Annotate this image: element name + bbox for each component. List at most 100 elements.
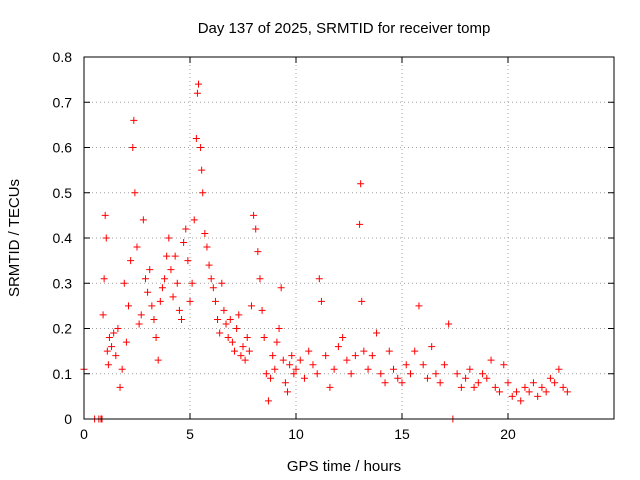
- data-point: [305, 347, 313, 355]
- data-point: [415, 302, 423, 310]
- data-point: [364, 365, 372, 373]
- y-tick-label: 0.2: [53, 321, 73, 337]
- data-point: [419, 361, 427, 369]
- data-point: [193, 89, 201, 97]
- data-point: [173, 279, 181, 287]
- data-point: [250, 211, 258, 219]
- x-tick-label: 20: [500, 426, 516, 442]
- data-point: [309, 361, 317, 369]
- data-point: [445, 320, 453, 328]
- data-point: [190, 216, 198, 224]
- data-point: [453, 370, 461, 378]
- y-tick-label: 0.8: [53, 49, 73, 65]
- data-point: [300, 374, 308, 382]
- data-point: [188, 279, 196, 287]
- data-point: [169, 293, 177, 301]
- data-point: [247, 302, 255, 310]
- data-point: [112, 352, 120, 360]
- data-point: [100, 275, 108, 283]
- data-point: [108, 343, 116, 351]
- data-point: [322, 352, 330, 360]
- plot-frame: [83, 56, 615, 420]
- data-point: [199, 189, 207, 197]
- data-point: [390, 365, 398, 373]
- data-point: [262, 370, 270, 378]
- data-point: [220, 306, 228, 314]
- data-point: [178, 315, 186, 323]
- data-point: [205, 261, 213, 269]
- data-point: [428, 343, 436, 351]
- data-point: [279, 356, 287, 364]
- data-point: [129, 144, 137, 151]
- data-point: [256, 275, 264, 283]
- data-point: [125, 302, 133, 310]
- data-point: [326, 383, 334, 391]
- data-point: [252, 225, 260, 233]
- data-point: [474, 379, 482, 387]
- y-axis-title: SRMTID / TECUs: [6, 179, 23, 297]
- data-point: [99, 311, 107, 319]
- data-point: [521, 383, 529, 391]
- data-point: [269, 352, 277, 360]
- data-point: [152, 334, 160, 342]
- data-point: [118, 365, 126, 373]
- data-point: [198, 166, 206, 174]
- data-point: [551, 379, 559, 387]
- data-point: [207, 275, 215, 283]
- data-point: [241, 356, 249, 364]
- data-point: [470, 383, 478, 391]
- data-point: [292, 365, 300, 373]
- data-point: [347, 370, 355, 378]
- data-point: [440, 361, 448, 369]
- data-point: [102, 234, 110, 242]
- data-point: [228, 338, 236, 346]
- data-point: [139, 216, 147, 224]
- data-point: [171, 252, 179, 260]
- y-tick-label: 0.7: [53, 94, 73, 110]
- data-point: [237, 352, 245, 360]
- data-point: [267, 374, 275, 382]
- y-tick-label: 0.5: [53, 185, 73, 201]
- data-point: [284, 388, 292, 396]
- data-point: [260, 334, 268, 342]
- data-point: [141, 275, 149, 283]
- x-tick-label: 10: [288, 426, 304, 442]
- data-point: [239, 343, 247, 351]
- data-point: [175, 306, 183, 314]
- data-point: [436, 379, 444, 387]
- data-point: [130, 116, 138, 124]
- y-tick-label: 0.3: [53, 275, 73, 291]
- grid-lines: [84, 57, 614, 419]
- data-point: [542, 388, 550, 396]
- data-point: [120, 279, 128, 287]
- y-tick-label: 0.6: [53, 140, 73, 156]
- data-point: [273, 338, 281, 346]
- y-tick-label: 0: [64, 411, 72, 427]
- data-point: [286, 361, 294, 369]
- data-point: [368, 352, 376, 360]
- chart-title: Day 137 of 2025, SRMTID for receiver tom…: [198, 20, 491, 37]
- data-point: [275, 325, 283, 332]
- data-point: [479, 370, 487, 378]
- data-point: [235, 311, 243, 319]
- data-point: [457, 383, 465, 391]
- data-point: [233, 325, 241, 332]
- data-point: [483, 374, 491, 382]
- data-point: [222, 320, 230, 328]
- data-point: [315, 275, 323, 283]
- data-point: [154, 356, 162, 364]
- data-point: [158, 284, 166, 292]
- data-point: [373, 329, 381, 337]
- data-point: [462, 374, 470, 382]
- data-point: [402, 361, 410, 369]
- data-point: [343, 356, 351, 364]
- data-point: [167, 266, 175, 274]
- data-point: [339, 334, 347, 342]
- data-point: [192, 134, 200, 142]
- data-point: [423, 374, 431, 382]
- data-point: [330, 365, 338, 373]
- data-point: [296, 356, 304, 364]
- data-point: [194, 80, 202, 88]
- data-point: [508, 392, 516, 400]
